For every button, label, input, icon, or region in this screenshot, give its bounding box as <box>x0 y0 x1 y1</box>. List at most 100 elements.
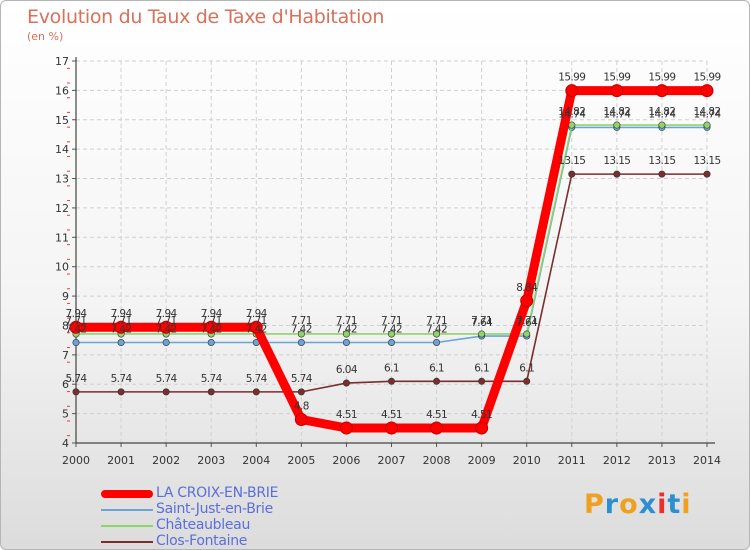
data-label: 5.74 <box>201 373 223 385</box>
y-tick-label: 9 <box>62 290 69 303</box>
data-point <box>387 339 395 347</box>
data-label: 4.51 <box>471 409 492 421</box>
line-chart: 4 5 6 7 8 9 10 11 12 13 14 15 16 17 2000 2001 2002 2003 20… <box>55 55 722 467</box>
data-label: 14.74 <box>558 108 586 120</box>
data-point <box>523 330 531 338</box>
x-tick-label: 2011 <box>558 454 586 467</box>
data-label: 14.74 <box>693 108 721 120</box>
data-point <box>207 339 215 347</box>
data-point <box>342 330 350 338</box>
data-label: 4.51 <box>336 409 357 421</box>
data-label: 13.15 <box>648 155 675 167</box>
data-label: 7.94 <box>246 308 268 320</box>
data-label: 7.94 <box>156 308 178 320</box>
data-point <box>565 84 579 98</box>
data-label: 13.15 <box>603 155 630 167</box>
data-point <box>613 121 621 129</box>
legend-item-clos-fontaine: Clos-Fontaine <box>101 533 361 549</box>
data-label: 6.1 <box>474 362 489 374</box>
data-label: 14.74 <box>648 108 676 120</box>
data-point <box>297 330 305 338</box>
data-label: 4.51 <box>381 409 402 421</box>
data-point <box>658 121 666 129</box>
data-point <box>568 121 576 129</box>
y-tick-label: 17 <box>55 55 69 68</box>
data-point <box>114 320 128 334</box>
data-label: 7.71 <box>516 315 537 327</box>
data-point <box>430 421 444 435</box>
data-point <box>297 388 305 396</box>
data-label: 15.99 <box>693 72 720 84</box>
x-tick-label: 2010 <box>513 454 541 467</box>
legend-item-saint-just-en-brie: Saint-Just-en-Brie <box>101 501 361 518</box>
x-tick-label: 2003 <box>197 454 225 467</box>
data-label: 7.71 <box>66 315 87 327</box>
legend-item-chateaubleau: Châteaubleau <box>101 517 361 534</box>
data-label: 7.71 <box>291 315 312 327</box>
data-point <box>703 170 711 178</box>
logo-letter: t <box>667 489 682 520</box>
data-label: 14.82 <box>603 106 630 118</box>
data-point <box>433 330 441 338</box>
data-label: 6.04 <box>336 364 358 376</box>
data-point <box>72 339 80 347</box>
data-label: 4.8 <box>294 400 309 412</box>
data-label: 5.74 <box>111 373 133 385</box>
legend-swatch <box>101 541 153 543</box>
data-point <box>294 412 308 426</box>
data-label: 15.99 <box>648 72 675 84</box>
data-point <box>162 388 170 396</box>
data-point <box>252 388 260 396</box>
data-label: 7.94 <box>111 308 133 320</box>
data-point <box>385 421 398 435</box>
data-point <box>69 320 83 334</box>
data-label: 13.15 <box>693 155 720 167</box>
data-point <box>703 121 711 129</box>
x-tick-label: 2009 <box>468 454 496 467</box>
proxiti-logo: Proxiti <box>584 489 692 520</box>
data-label: 7.71 <box>336 315 357 327</box>
legend-label: Clos-Fontaine <box>156 533 248 549</box>
data-point <box>204 320 218 334</box>
legend-item-la-croix-en-brie: LA CROIX-EN-BRIE <box>101 485 361 502</box>
chart-title: Evolution du Taux de Taxe d'Habitation <box>27 6 385 28</box>
data-label: 7.42 <box>246 324 267 336</box>
data-point <box>342 339 350 347</box>
logo-letter: P <box>584 489 605 520</box>
data-label: 6.1 <box>384 362 399 374</box>
logo-letter: i <box>681 489 692 520</box>
data-point <box>117 339 125 347</box>
data-label: 7.42 <box>336 324 357 336</box>
data-label: 15.99 <box>558 72 585 84</box>
y-tick-label: 6 <box>62 378 69 391</box>
x-tick-label: 2001 <box>107 454 135 467</box>
data-label: 7.42 <box>156 324 177 336</box>
data-label: 7.71 <box>246 315 267 327</box>
y-tick-label: 13 <box>55 173 69 186</box>
x-tick-label: 2012 <box>603 454 631 467</box>
data-label: 7.42 <box>381 324 402 336</box>
x-tick-label: 2014 <box>693 454 721 467</box>
x-tick-label: 2007 <box>378 454 406 467</box>
y-tick-label: 5 <box>62 408 69 421</box>
data-point <box>568 170 576 178</box>
series-lines <box>69 84 714 435</box>
data-point <box>207 388 215 396</box>
data-point <box>658 170 666 178</box>
data-label: 7.64 <box>516 317 538 329</box>
data-point <box>610 84 624 98</box>
data-point <box>117 388 125 396</box>
logo-letter: x <box>638 489 658 520</box>
legend: LA CROIX-EN-BRIE Saint-Just-en-Brie Chât… <box>101 485 361 549</box>
data-label: 14.82 <box>648 106 675 118</box>
x-tick-label: 2008 <box>423 454 451 467</box>
y-tick-label: 10 <box>55 261 69 274</box>
x-tick-label: 2002 <box>152 454 180 467</box>
data-point <box>342 379 350 387</box>
data-label: 14.82 <box>558 106 585 118</box>
data-label: 5.74 <box>291 373 313 385</box>
legend-label: Saint-Just-en-Brie <box>156 501 273 517</box>
y-tick-label: 12 <box>55 202 69 215</box>
x-tick-label: 2000 <box>62 454 90 467</box>
data-point <box>655 84 669 98</box>
